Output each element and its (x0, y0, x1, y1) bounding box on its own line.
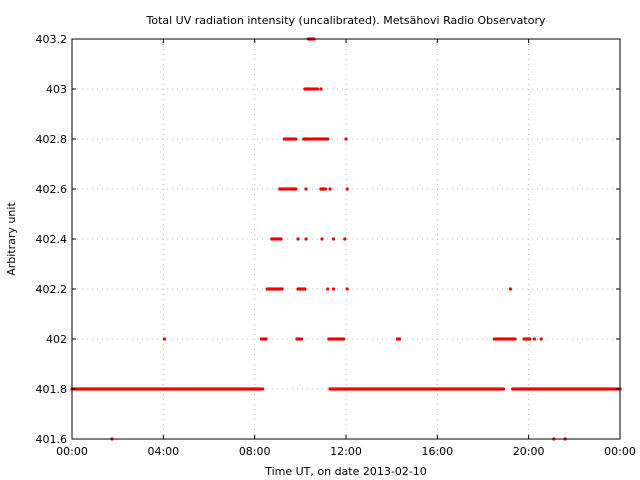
data-point (296, 237, 300, 241)
data-point (342, 337, 346, 341)
data-point (323, 187, 328, 191)
x-tick-label: 12:00 (330, 445, 362, 458)
y-tick-label: 402.8 (36, 133, 68, 146)
data-point (319, 87, 323, 91)
axis-ticks: 401.6 401.8 402 402.2 402.4 402.6 402.8 403 403.… (36, 33, 636, 458)
data-point (501, 387, 506, 391)
data-point (309, 87, 313, 91)
data-points (70, 37, 622, 441)
data-point (331, 287, 336, 291)
y-tick-label: 403.2 (36, 33, 68, 46)
y-tick-label: 403 (46, 83, 67, 96)
y-tick-label: 402 (46, 333, 67, 346)
data-point (345, 287, 349, 291)
data-point (261, 387, 265, 391)
data-point (299, 337, 304, 341)
x-axis-label: Time UT, on date 2013-02-10 (264, 465, 427, 478)
y-axis-label: Arbitrary unit (5, 202, 18, 276)
data-point (528, 337, 532, 341)
y-tick-label: 402.6 (36, 183, 68, 196)
data-point (304, 237, 308, 241)
data-point (532, 337, 536, 341)
data-point (264, 337, 268, 341)
data-point (398, 337, 402, 341)
data-point (331, 237, 336, 241)
data-point (303, 287, 307, 291)
data-point (279, 237, 283, 241)
x-tick-label: 00:00 (56, 445, 88, 458)
data-point (328, 187, 332, 191)
data-point (162, 337, 167, 341)
x-tick-label: 00:00 (604, 445, 636, 458)
data-point (513, 337, 517, 341)
data-point (294, 137, 298, 141)
y-tick-label: 402.2 (36, 283, 68, 296)
data-point (309, 137, 313, 141)
x-tick-label: 20:00 (513, 445, 545, 458)
y-tick-label: 402.4 (36, 233, 68, 246)
data-point (326, 287, 330, 291)
data-point (286, 187, 290, 191)
data-point (280, 287, 284, 291)
data-point (326, 137, 330, 141)
y-tick-label: 401.8 (36, 383, 68, 396)
data-point (315, 87, 320, 91)
data-point (345, 187, 349, 191)
data-point (344, 137, 348, 141)
data-point (508, 287, 512, 291)
x-tick-label: 16:00 (421, 445, 453, 458)
data-point (304, 187, 308, 191)
chart-title: Total UV radiation intensity (uncalibrat… (146, 14, 546, 27)
data-point (539, 337, 543, 341)
data-point (320, 237, 324, 241)
data-point (343, 237, 347, 241)
x-tick-label: 08:00 (239, 445, 271, 458)
data-point (294, 187, 298, 191)
y-tick-label: 401.6 (36, 433, 68, 446)
x-tick-label: 04:00 (147, 445, 179, 458)
